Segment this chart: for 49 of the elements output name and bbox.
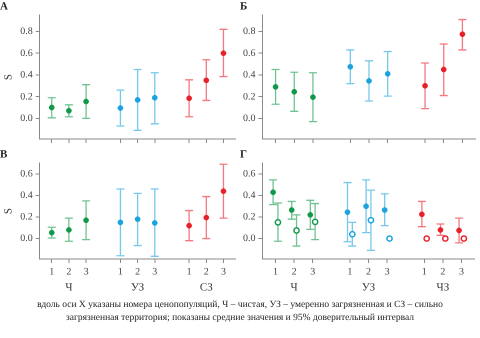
- text: ЧЗ: [436, 281, 450, 294]
- y-tick-label: 0.4: [20, 190, 33, 202]
- x-tick-label: 3: [458, 266, 464, 278]
- text: УЗ: [362, 281, 376, 294]
- x-tick-label: 1: [49, 266, 54, 278]
- x-tick-label: 1: [118, 266, 123, 278]
- y-tick-label: 0.6: [20, 48, 33, 59]
- y-tick-label: 0.4: [243, 190, 256, 202]
- x-tick-label: 2: [292, 266, 297, 278]
- y-tick-label: 0.2: [20, 212, 33, 223]
- y-tick-label: 0.2: [243, 212, 256, 223]
- text: СЗ: [200, 281, 214, 294]
- y-tick-label: 0.4: [20, 70, 33, 81]
- y-tick-label: 0.2: [20, 91, 33, 102]
- x-tick-label: 3: [220, 266, 226, 278]
- text: Ч: [65, 281, 72, 294]
- y-tick-label: 0.4: [243, 70, 256, 81]
- x-tick-label: 1: [422, 266, 427, 278]
- x-tick-label: 2: [66, 266, 72, 278]
- y-tick-label: 0.6: [20, 168, 33, 180]
- y-tick-label: 0.8: [20, 26, 33, 38]
- x-tick-label: 1: [186, 266, 192, 278]
- text: вдоль оси X указаны номера ценопопуляций, Ч – чистая, УЗ – умеренно загрязненная и СЗ – сильно загрязненная территория; показаны средние значения и 95% доверительный интервал: [36, 299, 444, 325]
- x-tick-label: 2: [366, 266, 371, 278]
- x-tick-label: 1: [273, 266, 278, 278]
- x-tick-label: 2: [440, 266, 446, 278]
- x-tick-label: 3: [84, 266, 89, 278]
- text: Ч: [290, 281, 298, 294]
- y-tick-label: 0.0: [20, 233, 33, 244]
- y-tick-label: 0.0: [243, 233, 256, 244]
- chart-title: Г: [240, 148, 247, 160]
- y-tick-label: 0.6: [243, 168, 256, 180]
- y-tick-label: 0.0: [20, 112, 33, 124]
- chart-title: В: [0, 148, 8, 160]
- x-tick-label: 2: [135, 266, 140, 278]
- y-axis-title: S: [2, 208, 14, 214]
- x-tick-label: 3: [384, 266, 390, 278]
- chart-title: А: [0, 0, 8, 12]
- y-tick-label: 0.2: [243, 91, 256, 102]
- chart-title: Б: [240, 0, 248, 12]
- y-axis-title: S: [2, 74, 14, 80]
- x-tick-label: 3: [310, 266, 316, 278]
- x-tick-label: 1: [347, 266, 352, 278]
- y-tick-label: 0.6: [243, 48, 256, 59]
- text: УЗ: [131, 281, 145, 294]
- y-tick-label: 0.8: [243, 26, 256, 38]
- x-tick-label: 2: [204, 266, 209, 278]
- x-tick-label: 3: [152, 266, 158, 278]
- y-tick-label: 0.0: [243, 112, 256, 124]
